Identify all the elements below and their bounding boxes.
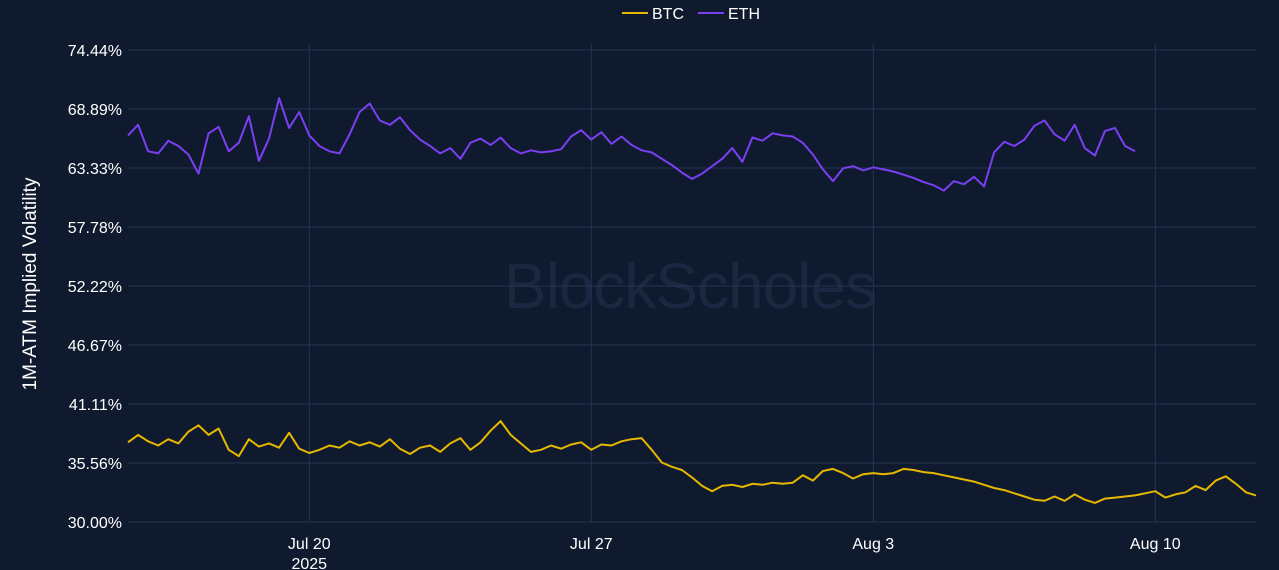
y-tick-label: 35.56% — [68, 456, 122, 473]
y-tick-label: 68.89% — [68, 102, 122, 119]
y-tick-label: 74.44% — [68, 43, 122, 60]
series-line-btc[interactable] — [127, 420, 1257, 504]
y-axis-ticks: 74.44% 68.89% 63.33% 57.78% 52.22% 46.67% 41.1… — [68, 43, 122, 532]
y-tick-label: 52.22% — [68, 279, 122, 296]
y-tick-label: 41.11% — [69, 397, 122, 414]
series-line-eth[interactable] — [127, 97, 1136, 192]
y-tick-label: 63.33% — [68, 161, 122, 178]
x-tick-label: Aug 3 — [852, 536, 894, 553]
y-tick-label: 30.00% — [68, 515, 122, 532]
y-tick-label: 57.78% — [68, 220, 122, 237]
legend[interactable]: BTC ETH — [622, 6, 760, 23]
grid — [128, 44, 1256, 523]
legend-label: BTC — [652, 6, 684, 23]
x-tick-label: Jul 20 — [288, 536, 331, 553]
legend-item-eth[interactable]: ETH — [698, 6, 760, 23]
series-lines — [127, 97, 1257, 504]
x-tick-label: Jul 27 — [570, 536, 613, 553]
y-tick-label: 46.67% — [68, 338, 122, 355]
x-tick-sublabel: 2025 — [291, 556, 327, 570]
x-tick-label: Aug 10 — [1130, 536, 1181, 553]
legend-label: ETH — [728, 6, 760, 23]
x-axis-ticks: Jul 20 2025 Jul 27 Aug 3 Aug 10 — [288, 536, 1181, 570]
y-axis-label: 1M-ATM Implied Volatility — [20, 177, 41, 390]
legend-item-btc[interactable]: BTC — [622, 6, 684, 23]
